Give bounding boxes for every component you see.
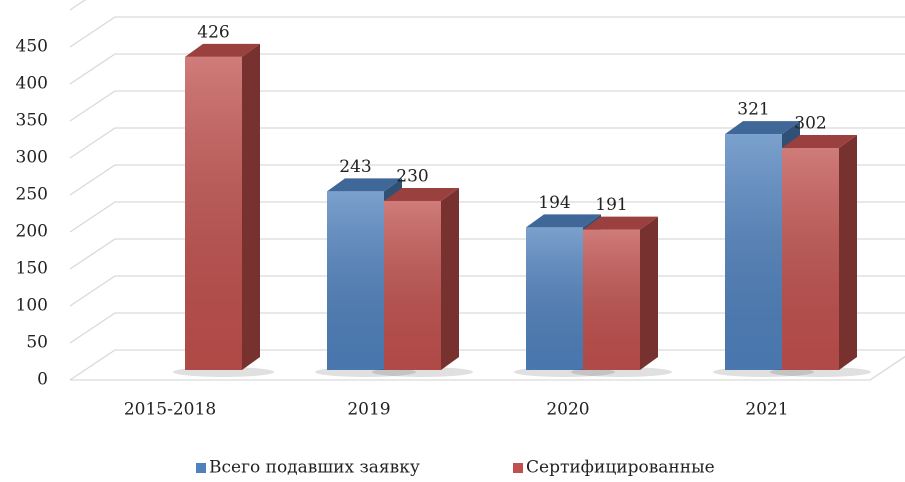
grid-line bbox=[69, 201, 905, 233]
bar-group bbox=[770, 135, 871, 377]
bar-side bbox=[242, 43, 260, 370]
grid-line bbox=[69, 53, 905, 85]
x-tick-label: 2021 bbox=[745, 400, 788, 420]
bar-group bbox=[571, 216, 672, 377]
bar-shine bbox=[782, 148, 839, 370]
y-tick-label: 150 bbox=[16, 259, 48, 279]
bar-shine bbox=[725, 134, 782, 370]
x-tick-label: 2020 bbox=[546, 400, 589, 420]
bar-shine bbox=[384, 200, 441, 370]
bar-top bbox=[185, 43, 260, 57]
bar-side bbox=[640, 216, 658, 370]
value-label: 194 bbox=[538, 193, 570, 213]
bar-top bbox=[526, 214, 601, 228]
value-label: 426 bbox=[197, 22, 229, 42]
bar-group bbox=[372, 187, 473, 377]
floor-right bbox=[869, 355, 905, 381]
bar-shine bbox=[185, 56, 242, 370]
y-tick-label: 450 bbox=[16, 37, 48, 57]
x-tick-label: 2019 bbox=[347, 400, 390, 420]
y-tick-label: 400 bbox=[16, 74, 48, 94]
bar-group bbox=[173, 43, 274, 377]
value-label: 302 bbox=[794, 114, 826, 134]
bar-shine bbox=[327, 191, 384, 370]
y-tick-label: 200 bbox=[16, 222, 48, 242]
bar-top bbox=[583, 216, 658, 230]
y-tick-label: 100 bbox=[16, 296, 48, 316]
value-label: 243 bbox=[339, 157, 371, 177]
grid-line bbox=[69, 164, 905, 196]
legend-label: Всего подавших заявку bbox=[209, 458, 420, 478]
grid-line bbox=[69, 16, 905, 48]
y-tick-label: 350 bbox=[16, 111, 48, 131]
y-tick-label: 50 bbox=[26, 333, 48, 353]
value-label: 230 bbox=[396, 166, 428, 186]
wall-top bbox=[69, 0, 87, 11]
bar-top bbox=[327, 178, 402, 192]
legend-swatch bbox=[513, 463, 523, 473]
legend-label: Сертифицированные bbox=[526, 458, 715, 478]
grid-line bbox=[69, 90, 905, 122]
bar-top bbox=[384, 187, 459, 201]
bar-top bbox=[782, 135, 857, 149]
y-tick-label: 250 bbox=[16, 185, 48, 205]
bar-side bbox=[441, 187, 459, 370]
y-tick-label: 0 bbox=[37, 370, 48, 390]
legend-swatch bbox=[196, 463, 206, 473]
bar-shine bbox=[583, 229, 640, 370]
value-label: 321 bbox=[737, 100, 769, 120]
value-label: 191 bbox=[595, 195, 627, 215]
x-tick-label: 2015-2018 bbox=[124, 400, 216, 420]
grid-line bbox=[69, 127, 905, 159]
bar-shine bbox=[526, 227, 583, 370]
y-tick-label: 300 bbox=[16, 148, 48, 168]
bar-group bbox=[713, 121, 814, 377]
bar-side bbox=[839, 135, 857, 370]
bar-top bbox=[725, 121, 800, 135]
